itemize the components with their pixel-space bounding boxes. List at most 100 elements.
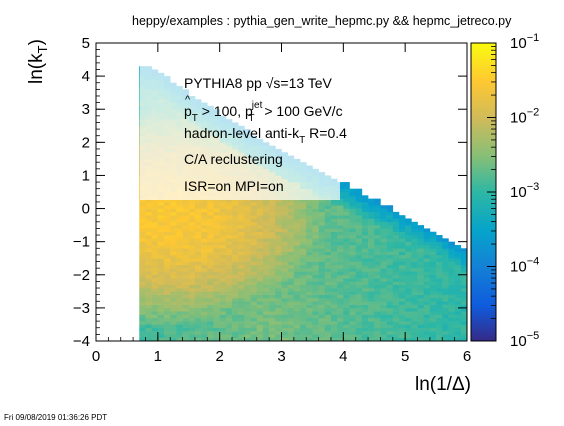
heatmap-cell [318,304,326,309]
heatmap-cell [139,278,146,282]
heatmap-cell [392,241,400,246]
heatmap-cell [423,235,431,239]
heatmap-cell [386,271,394,276]
heatmap-cell [429,274,437,279]
heatmap-cell [244,284,251,289]
heatmap-cell [417,317,425,322]
heatmap-cell [157,248,165,252]
heatmap-cell [324,218,332,223]
heatmap-cell [349,192,356,196]
heatmap-cell [201,231,208,236]
heatmap-cell [324,288,332,292]
heatmap-cell [281,261,288,266]
heatmap-cell [188,321,196,325]
heatmap-cell [460,274,467,279]
heatmap-cell [355,274,363,279]
heatmap-cell [287,215,295,219]
heatmap-cell [145,307,152,312]
heatmap-cell [293,201,301,206]
heatmap-cell [386,248,394,252]
heatmap-cell [386,284,394,289]
heatmap-cell [448,327,455,332]
heatmap-cell [281,225,288,229]
heatmap-cell [386,221,394,226]
heatmap-cell [324,337,332,341]
heatmap-cell [300,215,307,219]
heatmap-cell [374,307,381,312]
heatmap-cell [207,235,214,239]
heatmap-cell [145,294,152,299]
heatmap-cell [256,261,264,266]
heatmap-cell [368,264,375,269]
heatmap-cell [411,225,418,229]
heatmap-cell [386,264,394,269]
heatmap-cell [436,241,443,246]
heatmap-cell [442,268,449,272]
heatmap-cell [368,304,375,309]
heatmap-cell [151,208,159,213]
heatmap-cell [157,317,165,322]
heatmap-cell [411,307,418,312]
heatmap-cell [201,264,208,269]
heatmap-cell [349,225,356,229]
heatmap-cell [417,248,425,252]
heatmap-cell [343,297,350,302]
heatmap-cell [164,241,171,246]
heatmap-cell [170,301,177,305]
heatmap-cell [244,278,251,282]
heatmap-cell [287,264,295,269]
heatmap-cell [306,291,313,295]
heatmap-cell [324,278,332,282]
heatmap-cell [201,244,208,249]
heatmap-cell [232,258,239,262]
heatmap-cell [436,281,443,286]
heatmap-cell [374,248,381,252]
heatmap-cell [164,274,171,279]
heatmap-cell [244,228,251,233]
heatmap-cell [145,211,152,216]
heatmap-cell [232,264,239,269]
heatmap-cell [318,288,326,292]
heatmap-cell [386,321,394,325]
heatmap-cell [448,291,455,295]
heatmap-cell [343,268,350,272]
heatmap-cell [330,284,338,289]
heatmap-cell [423,334,431,338]
heatmap-cell [330,225,338,229]
heatmap-cell [139,231,146,236]
heatmap-cell [188,231,196,236]
heatmap-cell [374,311,381,315]
heatmap-cell [281,244,288,249]
heatmap-cell [225,261,233,266]
heatmap-cell [170,198,177,203]
heatmap-cell [380,317,387,322]
heatmap-cell [300,317,307,322]
heatmap-cell [460,337,467,341]
heatmap-cell [405,288,412,292]
heatmap-cell [262,225,270,229]
heatmap-cell [380,304,387,309]
heatmap-cell [281,334,288,338]
heatmap-cell [250,231,258,236]
heatmap-cell [219,317,227,322]
heatmap-cell [225,244,233,249]
heatmap-cell [330,211,338,216]
heatmap-cell [442,311,449,315]
heatmap-cell [448,337,455,341]
heatmap-cell [337,314,344,319]
heatmap-cell [188,297,196,302]
heatmap-cell [398,288,406,292]
heatmap-cell [238,284,245,289]
heatmap-cell [225,278,233,282]
heatmap-cell [300,307,307,312]
heatmap-cell [349,228,356,233]
heatmap-cell [238,264,245,269]
heatmap-cell [343,334,350,338]
heatmap-cell [423,291,431,295]
heatmap-cell [337,264,344,269]
heatmap-cell [157,205,165,209]
heatmap-cell [256,304,264,309]
heatmap-cell [411,317,418,322]
heatmap-cell [213,324,220,329]
heatmap-cell [170,205,177,209]
